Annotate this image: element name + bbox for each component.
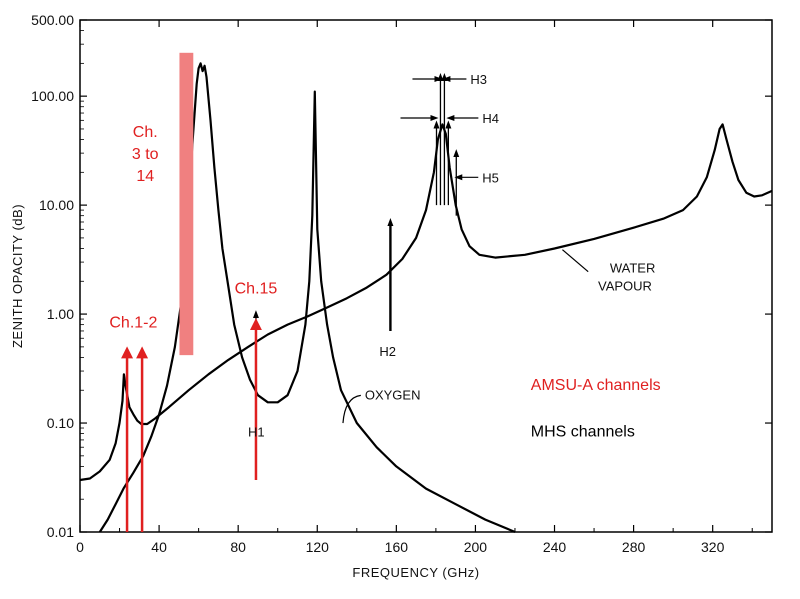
amsu-label-ch3-14-line1: Ch. (133, 124, 158, 141)
amsu-label-ch15: Ch.15 (235, 280, 278, 297)
oxygen-label: OXYGEN (365, 387, 421, 402)
oxygen-curve (98, 62, 516, 534)
x-tick-label: 160 (385, 539, 409, 555)
x-tick-label: 80 (230, 539, 246, 555)
amsu-label-ch3-14-line3: 14 (136, 168, 154, 185)
y-tick-label: 100.00 (31, 88, 74, 104)
plot-frame (79, 19, 773, 533)
x-tick-label: 0 (76, 539, 84, 555)
y-tick-label: 1.00 (47, 306, 74, 322)
y-tick-label: 0.10 (47, 415, 74, 431)
x-tick-label: 320 (701, 539, 725, 555)
mhs-label-h5: H5 (482, 170, 499, 185)
water-label-line1: WATER (610, 261, 656, 276)
oxygen-leader-line (342, 394, 361, 424)
water-leader-line (562, 249, 589, 273)
mhs-label-h4: H4 (482, 111, 499, 126)
water-label-line2: VAPOUR (598, 279, 652, 294)
y-tick-label: 10.00 (39, 197, 74, 213)
mhs-label-h3: H3 (470, 72, 487, 87)
water-vapour-curve (79, 123, 773, 482)
mhs-label-h1: H1 (248, 425, 265, 440)
legend-amsu: AMSU-A channels (531, 377, 661, 394)
x-tick-label: 280 (622, 539, 646, 555)
y-tick-label: 500.00 (31, 12, 74, 28)
mhs-label-h2: H2 (379, 344, 396, 359)
y-axis-title: ZENITH OPACITY (dB) (10, 204, 25, 348)
amsu-label-ch1-2: Ch.1-2 (109, 315, 157, 332)
legend-mhs: MHS channels (531, 424, 635, 441)
amsu-label-ch3-14-line2: 3 to (132, 146, 159, 163)
amsu-band-ch3-14 (179, 52, 194, 356)
x-tick-label: 120 (306, 539, 330, 555)
x-tick-label: 240 (543, 539, 567, 555)
x-tick-label: 40 (151, 539, 167, 555)
x-tick-label: 200 (464, 539, 488, 555)
y-tick-label: 0.01 (47, 524, 74, 540)
x-axis-title: FREQUENCY (GHz) (352, 565, 479, 580)
